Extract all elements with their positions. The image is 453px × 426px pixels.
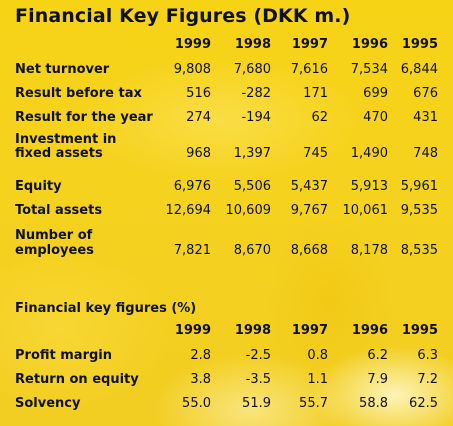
table-cell: 8,668 <box>290 243 328 258</box>
table-cell: 9,767 <box>290 203 328 218</box>
row-label: Net turnover <box>15 62 110 77</box>
year-header-row: 1999 1998 1997 1996 1995 <box>0 37 453 55</box>
table-cell: -3.5 <box>245 372 271 387</box>
table-cell: 62.5 <box>409 396 438 411</box>
row-label: Investment in <box>15 132 117 147</box>
table-cell: 745 <box>303 146 328 161</box>
table-row: Investment in fixed assets 968 1,397 745… <box>0 132 453 164</box>
year-header: 1995 <box>401 37 438 52</box>
table-row: Equity 6,976 5,506 5,437 5,913 5,961 <box>0 179 453 197</box>
table-cell: 12,694 <box>165 203 212 218</box>
year-header: 1998 <box>234 323 271 338</box>
row-label: Equity <box>15 179 62 194</box>
table-cell: 6.3 <box>417 348 438 363</box>
table-cell: 7,616 <box>290 62 328 77</box>
table-row: Solvency 55.0 51.9 55.7 58.8 62.5 <box>0 396 453 414</box>
table-cell: 8,535 <box>400 243 438 258</box>
table-row: Result before tax 516 -282 171 699 676 <box>0 86 453 104</box>
table-row: Net turnover 9,808 7,680 7,616 7,534 6,8… <box>0 62 453 80</box>
table-cell: 274 <box>186 110 211 125</box>
table-cell: 470 <box>363 110 388 125</box>
table-cell: 5,913 <box>350 179 388 194</box>
table-cell: 171 <box>303 86 328 101</box>
year-header: 1997 <box>291 37 328 52</box>
table-cell: 9,808 <box>173 62 211 77</box>
row-label: Result for the year <box>15 110 153 125</box>
table-cell: 8,178 <box>350 243 388 258</box>
table-cell: 5,437 <box>290 179 328 194</box>
year-header: 1995 <box>401 323 438 338</box>
table-row: Profit margin 2.8 -2.5 0.8 6.2 6.3 <box>0 348 453 366</box>
table-row: Result for the year 274 -194 62 470 431 <box>0 110 453 128</box>
table-cell: 676 <box>413 86 438 101</box>
table-cell: 55.7 <box>299 396 328 411</box>
table-cell: 62 <box>311 110 328 125</box>
table-cell: 7,821 <box>173 243 211 258</box>
year-header: 1999 <box>174 323 211 338</box>
row-label: fixed assets <box>15 146 103 161</box>
table-cell: 699 <box>363 86 388 101</box>
table-cell: 7.2 <box>417 372 438 387</box>
table-cell: 7.9 <box>367 372 388 387</box>
table-cell: 10,061 <box>342 203 389 218</box>
year-header: 1998 <box>234 37 271 52</box>
table-cell: 1,397 <box>233 146 271 161</box>
table-cell: 8,670 <box>233 243 271 258</box>
table-cell: 748 <box>413 146 438 161</box>
table-cell: -282 <box>241 86 271 101</box>
table-cell: 3.8 <box>190 372 211 387</box>
year-header: 1996 <box>351 37 388 52</box>
table-row: Number of employees 7,821 8,670 8,668 8,… <box>0 228 453 261</box>
year-header: 1999 <box>174 37 211 52</box>
table-cell: 0.8 <box>307 348 328 363</box>
table-cell: 9,535 <box>400 203 438 218</box>
table-cell: 1.1 <box>307 372 328 387</box>
table-row: Total assets 12,694 10,609 9,767 10,061 … <box>0 203 453 221</box>
year-header: 1997 <box>291 323 328 338</box>
row-label: Total assets <box>15 203 103 218</box>
page-title: Financial Key Figures (DKK m.) <box>15 5 351 27</box>
row-label: Result before tax <box>15 86 142 101</box>
table-cell: 2.8 <box>190 348 211 363</box>
table-cell: 431 <box>413 110 438 125</box>
table-cell: 7,534 <box>350 62 388 77</box>
table-cell: 6.2 <box>367 348 388 363</box>
table-cell: 7,680 <box>233 62 271 77</box>
table-cell: 1,490 <box>350 146 388 161</box>
table-cell: 6,844 <box>400 62 438 77</box>
table-row: Return on equity 3.8 -3.5 1.1 7.9 7.2 <box>0 372 453 390</box>
section-title: Financial key figures (%) <box>15 301 197 316</box>
row-label: Solvency <box>15 396 81 411</box>
year-header: 1996 <box>351 323 388 338</box>
table-cell: 968 <box>186 146 211 161</box>
table-cell: -2.5 <box>245 348 271 363</box>
table-cell: 5,961 <box>400 179 438 194</box>
year-header-row: 1999 1998 1997 1996 1995 <box>0 323 453 341</box>
row-label: employees <box>15 243 94 258</box>
table-cell: 516 <box>186 86 211 101</box>
table-cell: -194 <box>241 110 271 125</box>
row-label: Profit margin <box>15 348 112 363</box>
row-label: Return on equity <box>15 372 139 387</box>
table-cell: 51.9 <box>242 396 271 411</box>
row-label: Number of <box>15 228 93 243</box>
table-cell: 6,976 <box>173 179 211 194</box>
table-cell: 58.8 <box>359 396 388 411</box>
table-cell: 55.0 <box>182 396 211 411</box>
table-cell: 5,506 <box>233 179 271 194</box>
table-cell: 10,609 <box>225 203 272 218</box>
